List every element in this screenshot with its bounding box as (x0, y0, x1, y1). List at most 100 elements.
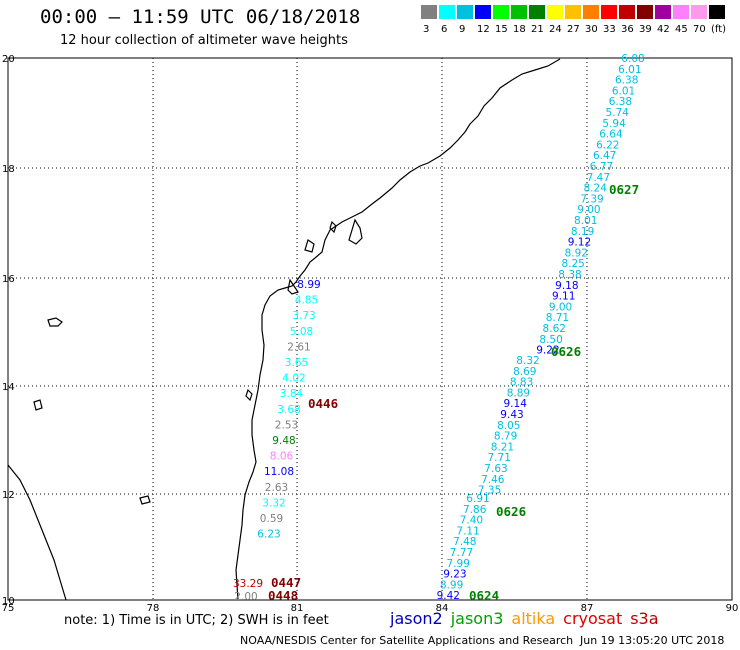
swh-value: 8.05 (497, 420, 520, 432)
note-text: note: 1) Time is in UTC; 2) SWH is in fe… (64, 613, 329, 628)
swh-value: 8.50 (539, 334, 562, 346)
legend-swatch (547, 5, 563, 19)
satellite-cryosat: cryosat (563, 609, 623, 628)
swh-value: 2.63 (265, 482, 288, 494)
swh-value: 9.48 (272, 435, 295, 447)
swh-value: 9.18 (555, 280, 578, 292)
legend-label: (ft) (711, 24, 727, 35)
swh-value: 9.22 (536, 345, 559, 357)
swh-value: 7.47 (587, 172, 610, 184)
lon-tick-label: 90 (726, 603, 739, 614)
swh-value: 6.23 (257, 529, 280, 541)
swh-value: 7.48 (453, 536, 476, 548)
track-values: 6.086.016.386.016.385.745.946.646.226.47… (233, 53, 645, 603)
legend-label: 30 (585, 24, 598, 35)
pass-label: 0626 (496, 504, 526, 519)
swh-value: 8.99 (440, 579, 463, 591)
satellite-altika: altika (511, 609, 556, 628)
map-title: 00:00 – 11:59 UTC 06/18/2018 (40, 6, 361, 28)
swh-value: 8.24 (584, 183, 608, 195)
map-subtitle: 12 hour collection of altimeter wave hei… (60, 33, 348, 48)
swh-value: 9.42 (437, 590, 460, 602)
swh-value: 8.89 (507, 387, 530, 399)
lon-tick-label: 84 (436, 603, 449, 614)
swh-value: 3.68 (277, 404, 300, 416)
swh-value: 3.65 (285, 357, 308, 369)
swh-value: 8.69 (513, 366, 536, 378)
swh-value: 4.02 (282, 373, 305, 385)
swh-value: 8.79 (494, 431, 517, 443)
lat-tick-label: 20 (2, 54, 15, 65)
swh-value: 8.06 (270, 451, 294, 463)
legend-swatch (601, 5, 617, 19)
swh-value: 8.32 (516, 355, 539, 367)
legend-swatch (565, 5, 581, 19)
lat-tick-label: 10 (2, 596, 15, 607)
swh-value: 6.91 (466, 493, 489, 505)
satellite-legend: jason2 jason3 altika cryosat s3a (390, 609, 667, 628)
swh-value: 9.00 (549, 301, 572, 313)
swh-value: 6.64 (599, 129, 623, 141)
legend-swatch (529, 5, 545, 19)
swh-value: 7.40 (460, 515, 483, 527)
lat-tick-label: 18 (2, 164, 15, 175)
swh-value: 7.86 (463, 504, 487, 516)
legend-label: 3 (423, 24, 430, 35)
legend-label: 6 (441, 24, 448, 35)
pass-label: 0624 (469, 588, 499, 603)
legend-swatch (493, 5, 509, 19)
pass-label: 0448 (268, 588, 298, 603)
swh-value: 8.92 (565, 247, 588, 259)
swh-value: 5.74 (606, 107, 630, 119)
pass-label: 0626 (551, 344, 581, 359)
satellite-jason2: jason2 (390, 609, 443, 628)
legend-label: 12 (477, 24, 490, 35)
legend-swatch (421, 5, 437, 19)
swh-value: 2.00 (234, 591, 257, 603)
swh-value: 7.46 (481, 474, 505, 486)
swh-value: 2.53 (275, 419, 298, 431)
swh-value: 3.84 (280, 388, 304, 400)
swh-value: 5.94 (602, 118, 626, 130)
pass-label: 0446 (308, 396, 338, 411)
swh-value: 7.99 (447, 558, 470, 570)
lon-tick-label: 78 (147, 603, 160, 614)
pass-label: 0447 (271, 575, 301, 590)
swh-value: 6.47 (593, 150, 616, 162)
legend-label: 15 (495, 24, 508, 35)
swh-value: 4.85 (295, 295, 318, 307)
footer-timestamp: Jun 19 13:05:20 UTC 2018 (580, 634, 725, 647)
coastline (7, 58, 561, 601)
lon-tick-label: 81 (291, 603, 304, 614)
swh-value: 7.35 (478, 485, 501, 497)
legend-swatch (655, 5, 671, 19)
satellite-s3a: s3a (630, 609, 659, 628)
legend-label: 9 (459, 24, 466, 35)
legend-label: 27 (567, 24, 580, 35)
axis-labels: 75 78 81 84 87 90 20 18 16 14 12 10 (2, 54, 739, 614)
swh-value: 8.25 (561, 258, 584, 270)
swh-value: 9.12 (568, 237, 591, 249)
legend-label: 33 (603, 24, 616, 35)
swh-value: 9.00 (577, 204, 600, 216)
swh-value: 5.08 (290, 326, 313, 338)
legend-label: 24 (549, 24, 562, 35)
swh-value: 7.71 (488, 452, 511, 464)
swh-value: 9.14 (504, 398, 528, 410)
legend-swatch (691, 5, 707, 19)
lat-tick-label: 16 (2, 274, 15, 285)
swh-value: 8.21 (491, 441, 514, 453)
swh-value: 8.19 (571, 226, 594, 238)
legend-label: 21 (531, 24, 544, 35)
swh-value: 7.63 (484, 463, 507, 475)
swh-value: 3.73 (292, 310, 315, 322)
legend-label: 45 (675, 24, 688, 35)
swh-value: 8.38 (558, 269, 581, 281)
lat-tick-label: 14 (2, 382, 15, 393)
legend-swatch (511, 5, 527, 19)
legend-label: 36 (621, 24, 634, 35)
swh-value: 8.99 (297, 279, 320, 291)
swh-value: 8.71 (546, 312, 569, 324)
legend-label: 70 (693, 24, 706, 35)
legend-label: 18 (513, 24, 526, 35)
